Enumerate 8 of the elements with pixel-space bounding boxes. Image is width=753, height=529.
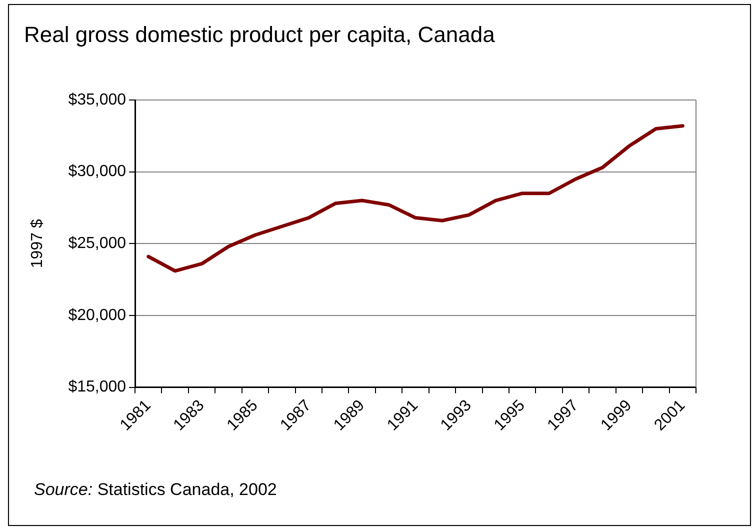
y-tick-label: $25,000 (68, 235, 126, 252)
y-tick-label: $30,000 (68, 163, 126, 180)
y-tick-label: $35,000 (68, 91, 126, 108)
y-tick-label: $20,000 (68, 306, 126, 324)
y-axis-title: 1997 $ (29, 219, 46, 268)
source-note: Source: Statistics Canada, 2002 (34, 480, 277, 499)
y-tick-label: $15,000 (68, 378, 126, 396)
chart-title: Real gross domestic product per capita, Canada (24, 22, 495, 48)
